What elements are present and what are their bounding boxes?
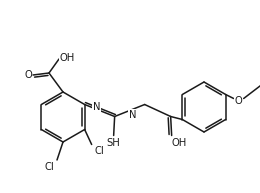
Text: N: N [129,109,136,119]
Text: O: O [24,70,32,80]
Text: Cl: Cl [95,146,105,157]
Text: OH: OH [59,53,75,63]
Text: Cl: Cl [44,162,54,172]
Text: OH: OH [171,137,186,147]
Text: N: N [93,102,100,112]
Text: SH: SH [107,137,121,147]
Text: O: O [235,96,243,106]
